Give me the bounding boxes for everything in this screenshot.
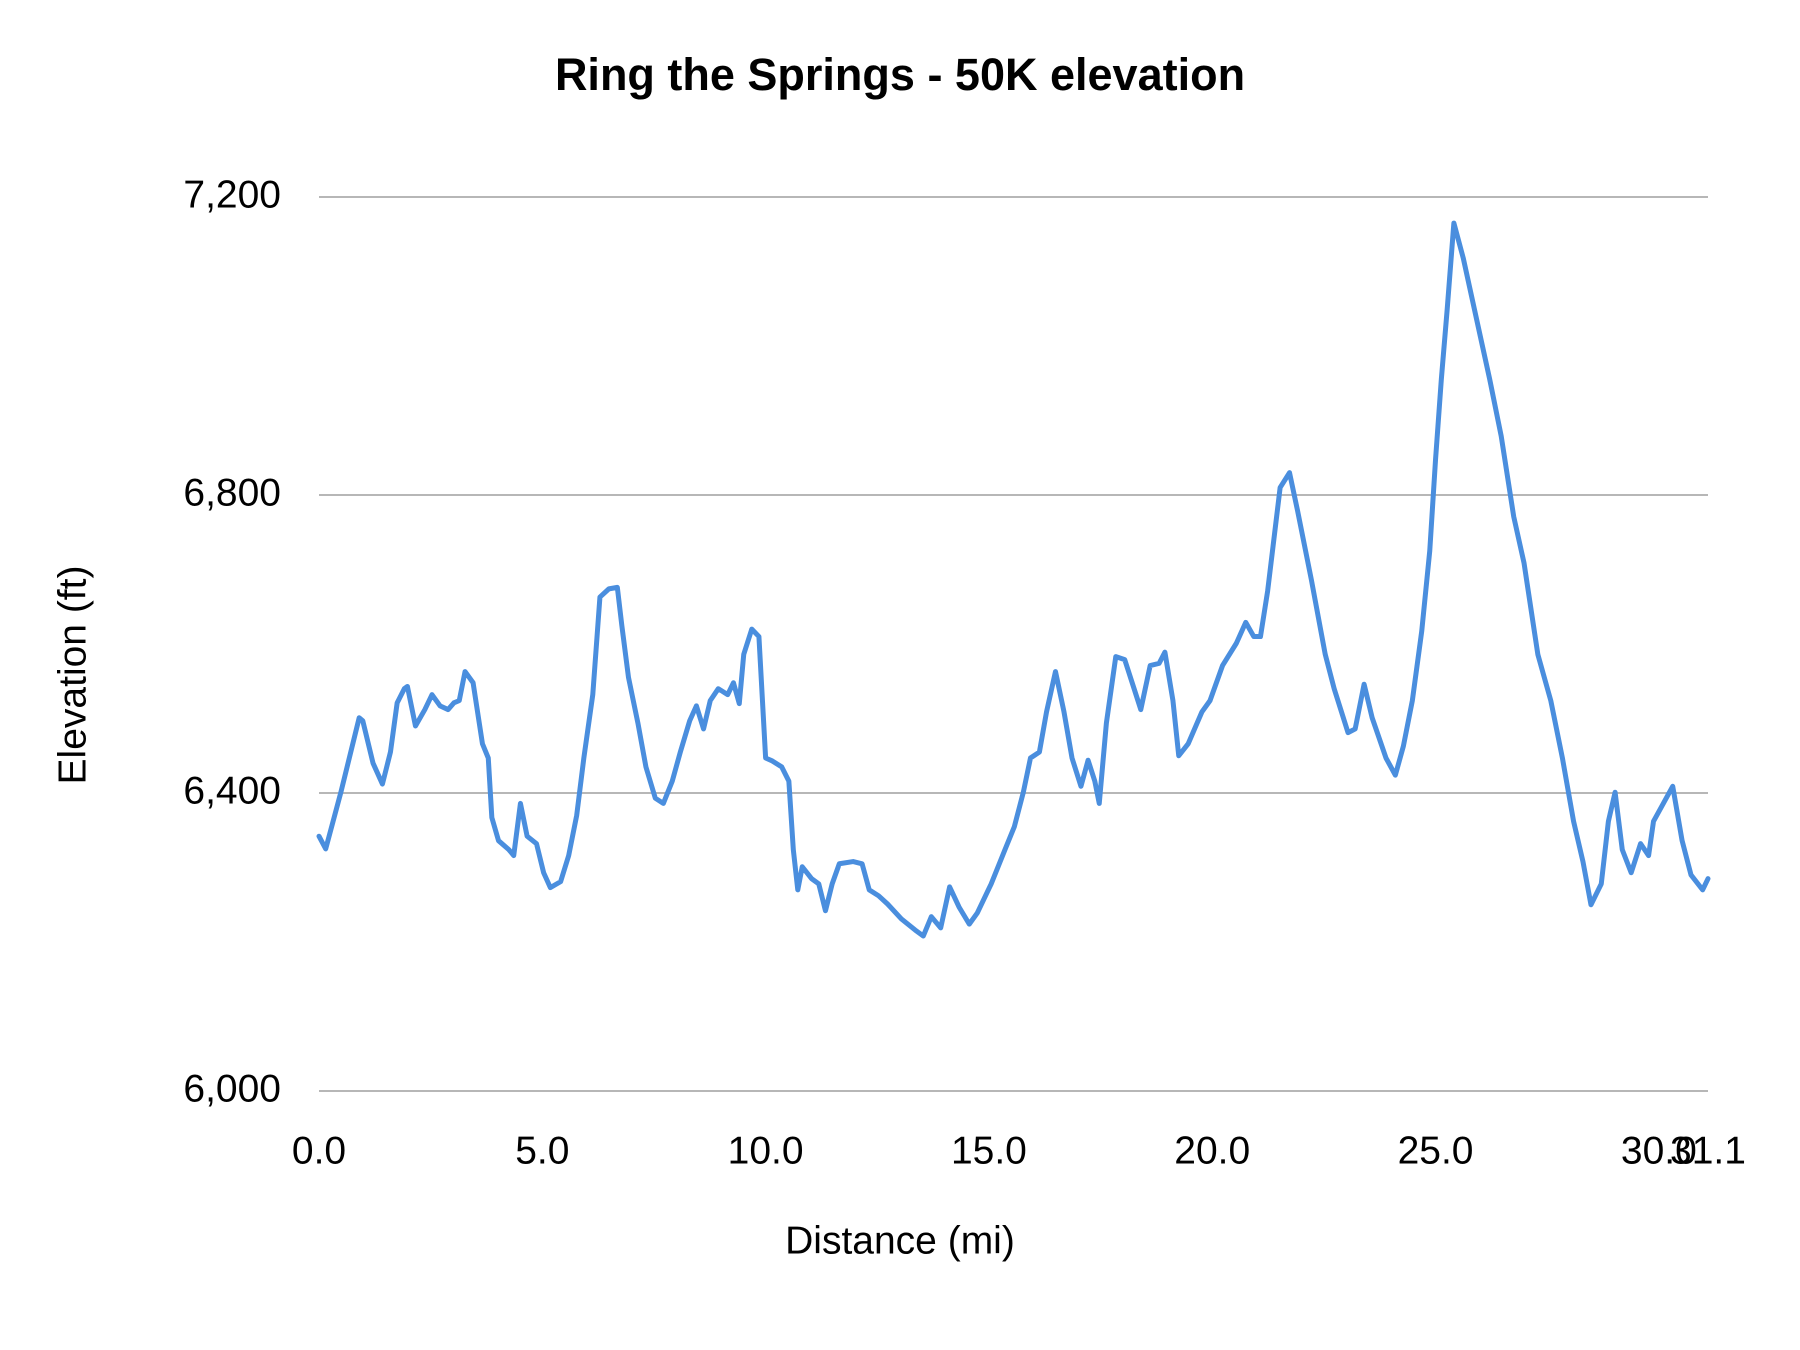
x-tick-label: 10.0 [728, 1129, 804, 1172]
chart-title: Ring the Springs - 50K elevation [555, 49, 1245, 100]
x-tick-label: 5.0 [515, 1129, 569, 1172]
x-tick-label: 20.0 [1174, 1129, 1250, 1172]
x-tick-label: 15.0 [951, 1129, 1027, 1172]
y-axis-title: Elevation (ft) [51, 566, 94, 785]
y-tick-label: 6,400 [183, 769, 281, 812]
y-tick-label: 6,800 [183, 471, 281, 514]
x-tick-label: 30.0 [1621, 1129, 1697, 1172]
y-tick-label: 7,200 [183, 173, 281, 216]
x-tick-label: 0.0 [292, 1129, 346, 1172]
elevation-line [316, 220, 1711, 939]
y-tick-label: 6,000 [183, 1067, 281, 1110]
x-tick-label: 31.1 [1670, 1129, 1746, 1172]
x-axis-title: Distance (mi) [785, 1219, 1015, 1262]
x-tick-label: 25.0 [1398, 1129, 1474, 1172]
